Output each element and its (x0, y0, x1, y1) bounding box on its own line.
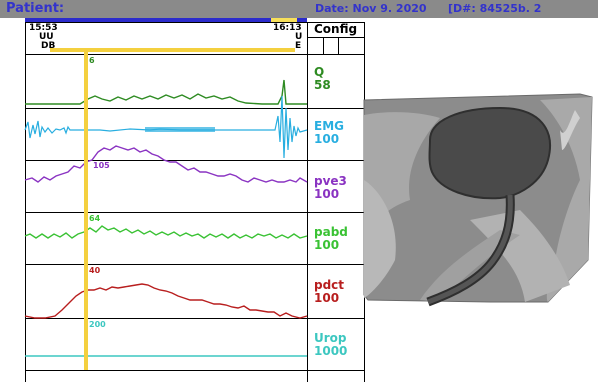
end-sub2: E (295, 41, 302, 51)
pabd-marker-value: 64 (89, 214, 101, 223)
row-divider (25, 370, 364, 371)
channel-name: Urop (314, 331, 347, 345)
channel-name: pdct (314, 278, 345, 292)
grid-top (25, 22, 364, 23)
channel-name: pve3 (314, 174, 347, 188)
row-divider (25, 318, 364, 319)
channel-scale: 100 (314, 238, 340, 252)
date-text: Date: Nov 9. 2020 (315, 2, 427, 15)
grid-left-border (25, 22, 26, 382)
time-cursor (84, 52, 88, 370)
start-time: 15:53 (29, 23, 58, 33)
row-divider (25, 264, 364, 265)
channel-scale: 1000 (314, 344, 348, 358)
channel-name: EMG (314, 119, 344, 133)
config-boxes[interactable] (308, 37, 364, 54)
urop-marker-value: 200 (89, 320, 106, 329)
q-marker-value: 6 (89, 56, 95, 65)
header-bar: Patient: Date: Nov 9. 2020 [D#: 84525b. … (0, 0, 598, 18)
end-sub1: U (295, 32, 303, 42)
pdct-marker-value: 40 (89, 266, 101, 275)
channel-label-urop[interactable]: Urop 1000 (314, 332, 347, 358)
end-time: 16:13 (273, 23, 302, 33)
emg-trace (24, 95, 308, 159)
channel-name: pabd (314, 225, 348, 239)
row-divider (25, 212, 364, 213)
row-divider (25, 108, 364, 109)
channel-label-pabd[interactable]: pabd 100 (314, 226, 348, 252)
document-id: [D#: 84525b. 2 (448, 2, 542, 15)
q-trace (25, 79, 307, 105)
top-range-bar (50, 48, 295, 52)
patient-label: Patient: (6, 1, 65, 16)
channel-label-pve3[interactable]: pve3 100 (314, 175, 347, 201)
config-button[interactable]: Config (314, 22, 358, 36)
emg-burst (145, 127, 215, 132)
start-sub2: DB (41, 41, 56, 51)
xray-image (363, 93, 593, 307)
grid-divider (307, 22, 308, 382)
channel-scale: 100 (314, 132, 340, 146)
channel-scale: 100 (314, 291, 340, 305)
time-range-bar[interactable] (25, 18, 307, 22)
channel-scale: 100 (314, 187, 340, 201)
channel-label-emg[interactable]: EMG 100 (314, 120, 344, 146)
time-range-highlight (271, 18, 297, 22)
pve3-trace (24, 145, 308, 183)
row-divider (25, 54, 364, 55)
pabd-trace (24, 225, 308, 239)
channel-label-q[interactable]: Q 58 (314, 66, 331, 92)
channel-scale: 58 (314, 78, 331, 92)
pve3-marker-value: 105 (93, 161, 110, 170)
channel-name: Q (314, 65, 325, 79)
pdct-trace (24, 283, 308, 319)
start-sub1: UU (39, 32, 54, 42)
channel-label-pdct[interactable]: pdct 100 (314, 279, 344, 305)
row-divider (25, 160, 364, 161)
